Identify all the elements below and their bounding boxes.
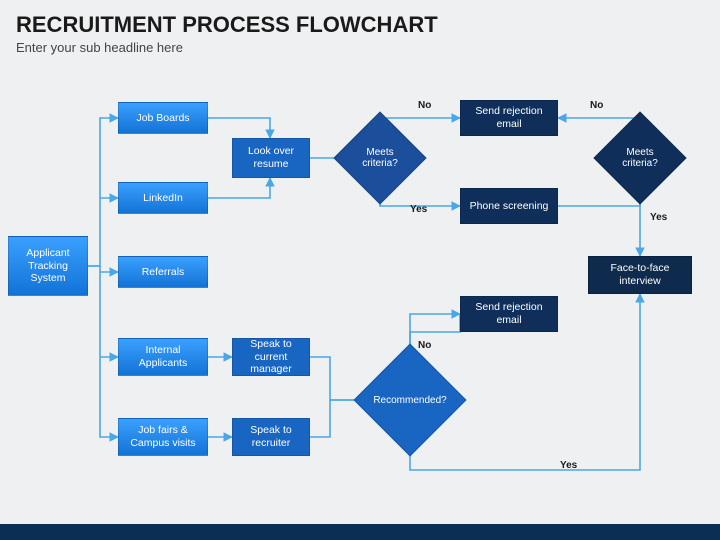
edge-label-m1_yes: Yes: [410, 204, 427, 215]
page-subtitle: Enter your sub headline here: [16, 40, 183, 55]
edge-label-m2_no: No: [590, 100, 603, 111]
edge-16: [310, 400, 330, 437]
node-referrals: Referrals: [118, 256, 208, 288]
edge-label-rec_yes: Yes: [560, 460, 577, 471]
node-internal: Internal Applicants: [118, 338, 208, 376]
edge-0: [88, 118, 118, 266]
node-jobfairs: Job fairs & Campus visits: [118, 418, 208, 456]
edge-5: [208, 118, 270, 138]
edge-label-m1_no: No: [418, 100, 431, 111]
edge-label-m2_yes: Yes: [650, 212, 667, 223]
decision-meets1: Meets criteria?: [347, 125, 413, 191]
node-ats: Applicant Tracking System: [8, 236, 88, 296]
edge-4: [88, 266, 118, 437]
decision-meets2: Meets criteria?: [607, 125, 673, 191]
edge-6: [208, 178, 270, 198]
node-speakmgr: Speak to current manager: [232, 338, 310, 376]
node-reject2: Send rejection email: [460, 296, 558, 332]
node-reject1: Send rejection email: [460, 100, 558, 136]
node-interview: Face-to-face interview: [588, 256, 692, 294]
node-look: Look over resume: [232, 138, 310, 178]
flowchart-stage: Applicant Tracking System Job Boards Linke…: [0, 60, 720, 520]
node-phone: Phone screening: [460, 188, 558, 224]
node-speakrec: Speak to recruiter: [232, 418, 310, 456]
node-jobboards: Job Boards: [118, 102, 208, 134]
node-linkedin: LinkedIn: [118, 182, 208, 214]
page-title: Recruitment Process Flowchart: [16, 12, 438, 38]
footer-bar: [0, 524, 720, 540]
decision-recommend: Recommended?: [370, 360, 450, 440]
edge-label-rec_no: No: [418, 340, 431, 351]
